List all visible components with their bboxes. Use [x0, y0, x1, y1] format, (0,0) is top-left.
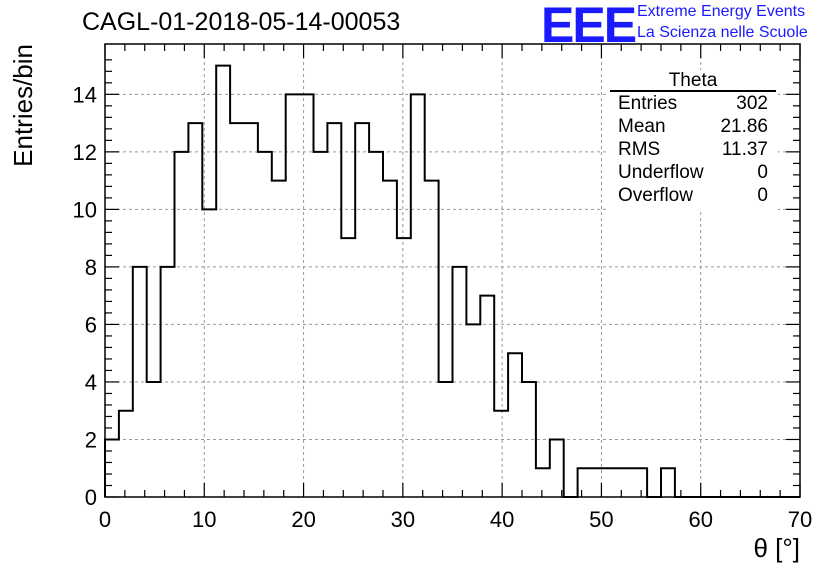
logo-caption-line1: Extreme Energy Events [637, 3, 806, 20]
histogram-bar [439, 382, 453, 497]
x-axis-label: θ [°] [753, 533, 800, 563]
histogram-bar [397, 238, 411, 497]
y-tick-label: 2 [85, 427, 97, 452]
histogram-bar [216, 66, 230, 497]
histogram-bar [605, 468, 619, 497]
y-tick-label: 6 [85, 312, 97, 337]
y-tick-label: 10 [73, 197, 97, 222]
stat-key: Underflow [618, 162, 704, 183]
x-tick-label: 60 [688, 507, 712, 532]
histogram-bar [119, 411, 133, 497]
stat-key: Entries [618, 93, 678, 114]
histogram-bars [105, 66, 675, 497]
y-tick-label: 14 [73, 82, 97, 107]
x-tick-labels: 0 10 20 30 40 50 60 70 [99, 507, 812, 532]
stats-divider [610, 90, 776, 92]
stat-value: 302 [736, 93, 768, 114]
histogram-bar [411, 94, 425, 497]
x-tick-label: 30 [391, 507, 415, 532]
x-tick-label: 0 [99, 507, 111, 532]
stat-value: 0 [757, 185, 768, 206]
histogram-bar [383, 181, 397, 497]
y-tick-labels: 0 2 4 6 8 10 12 14 [73, 82, 97, 510]
stats-box: Theta Entries 302 Mean 21.86 RMS 11.37 U… [608, 70, 778, 210]
histogram-bar [494, 411, 508, 497]
stat-row-underflow: Underflow 0 [618, 162, 768, 185]
histogram-bar [536, 468, 550, 497]
histogram-bar [661, 468, 675, 497]
histogram-bar [508, 353, 522, 497]
histogram-bar [230, 123, 244, 497]
histogram-bar [286, 94, 300, 497]
histogram-bar [592, 468, 606, 497]
histogram-bar [133, 267, 147, 497]
histogram-outline [104, 64, 800, 498]
x-tick-label: 50 [589, 507, 613, 532]
stats-title: Theta [668, 70, 718, 91]
histogram-bar [480, 296, 494, 497]
histogram-bar [300, 94, 314, 497]
histogram-bar [175, 152, 189, 497]
plot-frame [104, 43, 801, 498]
histogram-bar [341, 238, 355, 497]
histogram-bar [188, 123, 202, 497]
y-tick-label: 8 [85, 255, 97, 280]
stat-row-rms: RMS 11.37 [618, 139, 768, 162]
grid-lines [105, 44, 800, 497]
stat-value: 11.37 [721, 139, 768, 160]
x-tick-label: 40 [490, 507, 514, 532]
histogram-bar [272, 181, 286, 497]
y-tick-label: 12 [73, 140, 97, 165]
y-tick-label: 0 [85, 485, 97, 510]
plot-title: CAGL-01-2018-05-14-00053 [82, 8, 401, 36]
histogram-bar [466, 324, 480, 497]
stat-row-entries: Entries 302 [618, 93, 768, 116]
stat-row-overflow: Overflow 0 [618, 185, 768, 208]
stat-row-mean: Mean 21.86 [618, 116, 768, 139]
histogram-bar [244, 123, 258, 497]
x-tick-label: 10 [192, 507, 216, 532]
stat-value: 0 [757, 162, 768, 183]
histogram-bar [105, 439, 119, 497]
y-tick-label: 4 [85, 370, 97, 395]
histogram-bar [633, 468, 647, 497]
x-tick-label: 70 [788, 507, 812, 532]
logo-caption-line2: La Scienza nelle Scuole [637, 24, 808, 41]
y-axis-label: Entries/bin [8, 44, 38, 167]
stat-key: Overflow [618, 185, 693, 206]
histogram-bar [578, 468, 592, 497]
x-tick-label: 20 [291, 507, 315, 532]
stat-value: 21.86 [720, 116, 768, 137]
stat-key: RMS [618, 139, 661, 160]
histogram-bar [425, 181, 439, 497]
axis-ticks [104, 44, 801, 498]
histogram-bar [327, 123, 341, 497]
histogram-bar [550, 439, 564, 497]
stat-key: Mean [618, 116, 666, 137]
histogram-bar [355, 123, 369, 497]
